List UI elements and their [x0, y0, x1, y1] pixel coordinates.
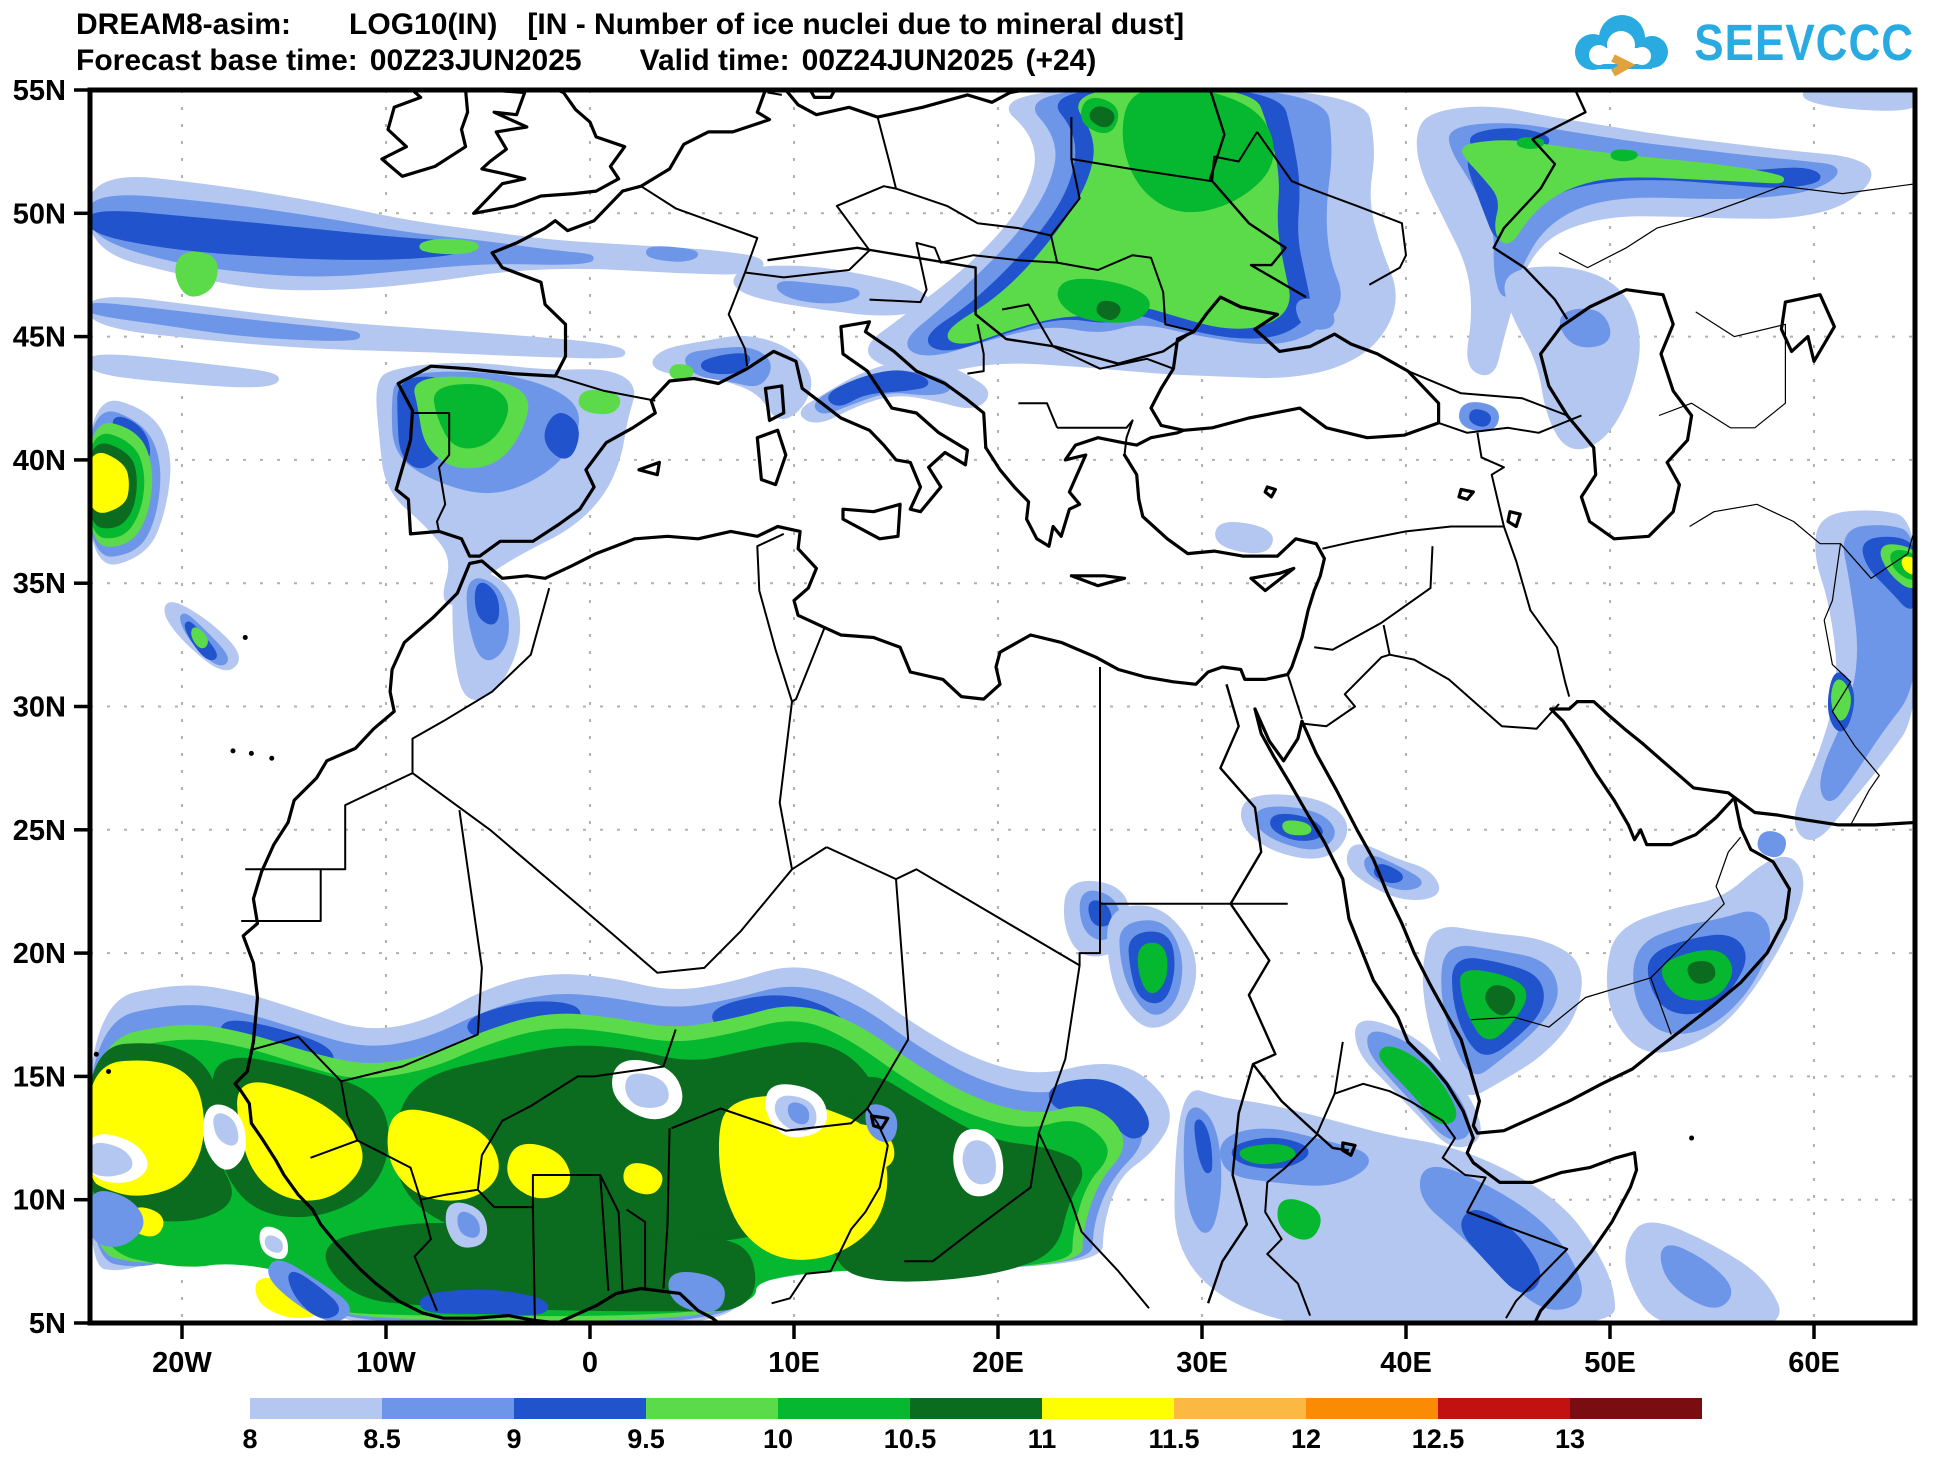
colorbar-tick-label: 10 — [762, 1424, 794, 1454]
colorbar-segment-10 — [778, 1398, 910, 1419]
lat-tick-label: 35N — [13, 568, 66, 600]
colorbar-tick-label: 8.5 — [363, 1424, 401, 1454]
page-title: DREAM8-asim: LOG10(IN) [IN - Number of ice… — [76, 8, 1184, 42]
lon-tick-label: 10W — [356, 1347, 416, 1379]
colorbar-tick-label: 12.5 — [1411, 1424, 1465, 1454]
lat-tick-label: 20N — [13, 938, 66, 970]
colorbar-segment-13 — [1570, 1398, 1702, 1419]
colorbar-segment-10.5 — [910, 1398, 1042, 1419]
lon-tick-label: 0 — [582, 1347, 598, 1379]
coastline-layer — [233, 90, 1915, 1323]
colorbar-segment-9 — [514, 1398, 646, 1419]
lat-tick-label: 55N — [13, 75, 66, 107]
variable-name: LOG10(IN) — [349, 8, 498, 41]
colorbar-scale — [250, 1398, 1702, 1419]
island-specks — [93, 634, 1695, 1141]
colorbar-segment-12.5 — [1438, 1398, 1570, 1419]
colorbar-tick-label: 11 — [1027, 1424, 1057, 1454]
lat-tick-label: 45N — [13, 322, 66, 354]
lat-tick-label: 15N — [13, 1061, 66, 1093]
time-subtitle: Forecast base time: 00Z23JUN2025 Valid tim… — [76, 44, 1096, 78]
colorbar: 8 8.5 9 9.5 10 10.5 11 11.5 12 12.5 13 — [0, 1392, 1942, 1467]
colorbar-tick-label: 10.5 — [883, 1424, 937, 1454]
lead-time: (+24) — [1025, 44, 1097, 77]
colorbar-tick-label: 8 — [242, 1424, 258, 1454]
model-name: DREAM8-asim: — [76, 8, 292, 41]
lon-tick-label: 60E — [1788, 1347, 1840, 1379]
border-layer — [241, 91, 1915, 1321]
colorbar-tick-label: 13 — [1554, 1424, 1586, 1454]
colorbar-segment-11.5 — [1174, 1398, 1306, 1419]
lat-tick-label: 10N — [13, 1185, 66, 1217]
lon-tick-label: 30E — [1176, 1347, 1228, 1379]
lon-tick-label: 20E — [972, 1347, 1024, 1379]
axis-ticks — [74, 88, 1816, 1339]
colorbar-tick-label: 11.5 — [1148, 1424, 1200, 1454]
seevccc-logo: SEEVCCC — [1566, 12, 1914, 76]
colorbar-segment-8.5 — [382, 1398, 514, 1419]
lat-tick-label: 30N — [13, 692, 66, 724]
lon-tick-label: 50E — [1584, 1347, 1636, 1379]
lon-tick-label: 20W — [152, 1347, 212, 1379]
forecast-base-time: 00Z23JUN2025 — [369, 44, 582, 77]
lon-tick-label: 10E — [768, 1347, 820, 1379]
forecast-base-label: Forecast base time: — [76, 44, 358, 77]
axis-labels: 20W 10W 0 10E 20E 30E 40E 50E 60E 55N 50N 45N 40N 35N… — [13, 75, 1840, 1379]
colorbar-tick-label: 9 — [506, 1424, 522, 1454]
colorbar-segment-9.5 — [646, 1398, 778, 1419]
cloud-logo-icon — [1575, 15, 1669, 76]
colorbar-tick-label: 9.5 — [627, 1424, 665, 1454]
valid-time-label: Valid time: — [639, 44, 790, 77]
valid-time: 00Z24JUN2025 — [801, 44, 1014, 77]
colorbar-segment-8 — [250, 1398, 382, 1419]
lat-tick-label: 50N — [13, 198, 66, 230]
lat-tick-label: 5N — [29, 1308, 66, 1340]
contour-layer — [90, 90, 1915, 1323]
lon-tick-label: 40E — [1380, 1347, 1432, 1379]
colorbar-segment-12 — [1306, 1398, 1438, 1419]
colorbar-tick-label: 12 — [1290, 1424, 1322, 1454]
lat-tick-label: 25N — [13, 815, 66, 847]
variable-description: [IN - Number of ice nuclei due to minera… — [527, 8, 1185, 41]
river-layer — [767, 90, 1587, 1304]
logo-text: SEEVCCC — [1694, 15, 1914, 72]
colorbar-segment-11 — [1042, 1398, 1174, 1419]
lat-tick-label: 40N — [13, 445, 66, 477]
